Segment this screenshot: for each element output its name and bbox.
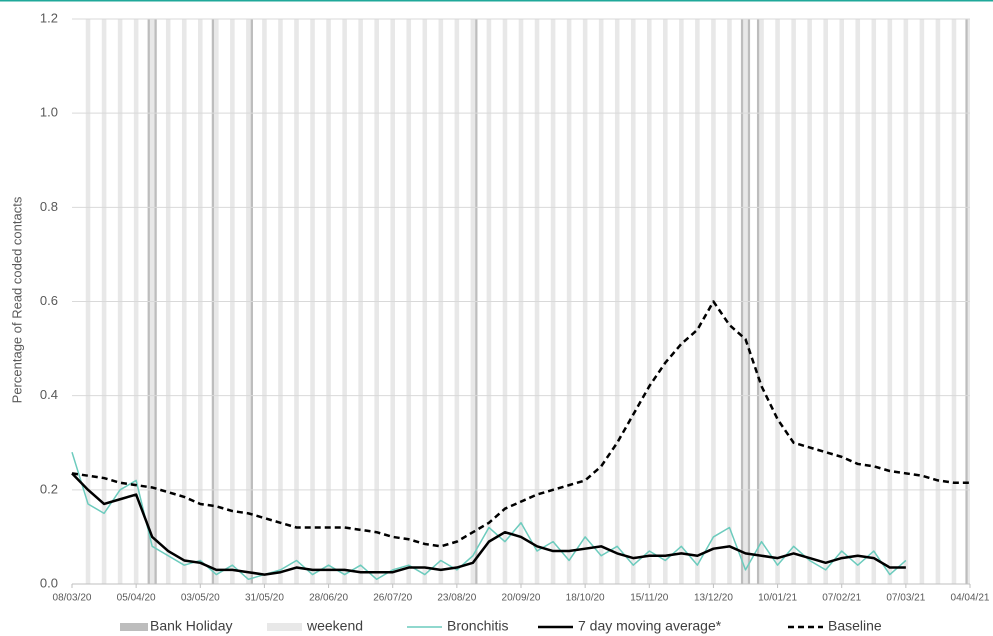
legend: Bank Holiday weekend Bronchitis 7 day movin… xyxy=(120,618,882,634)
x-tick-label: 23/08/20 xyxy=(437,593,476,604)
y-axis-label: Percentage of Read coded contacts xyxy=(9,196,24,403)
x-tick-label: 15/11/20 xyxy=(630,593,669,604)
y-tick-label: 0.8 xyxy=(40,199,58,214)
x-tick-label: 26/07/20 xyxy=(373,593,412,604)
legend-label: Bronchitis xyxy=(447,618,508,634)
x-tick-label: 07/02/21 xyxy=(822,593,861,604)
lines xyxy=(71,300,970,581)
x-tick-label: 03/05/20 xyxy=(181,593,220,604)
y-tick-label: 1.2 xyxy=(40,10,58,25)
y-tick-label: 0.0 xyxy=(40,575,58,590)
x-tick-label: 13/12/20 xyxy=(694,593,733,604)
x-tick-label: 08/03/20 xyxy=(53,593,92,604)
x-tick-label: 10/01/21 xyxy=(758,593,797,604)
legend-swatch xyxy=(267,623,302,631)
y-tick-label: 0.6 xyxy=(40,293,58,308)
series-line xyxy=(71,300,970,548)
labels: 0.0 0.2 0.4 0.6 0.8 1.0 1.2 08/03/20 05/04/20 03/… xyxy=(40,10,990,603)
x-tick-label: 20/09/20 xyxy=(502,593,541,604)
series-line xyxy=(71,472,906,576)
legend-label: Baseline xyxy=(828,618,882,634)
legend-label: Bank Holiday xyxy=(150,618,233,634)
x-tick-label: 07/03/21 xyxy=(886,593,925,604)
x-tick-label: 28/06/20 xyxy=(309,593,348,604)
x-tick-label: 31/05/20 xyxy=(245,593,284,604)
grid xyxy=(71,18,971,588)
series-line xyxy=(71,451,907,581)
legend-swatch xyxy=(120,623,148,631)
x-tick-label: 04/04/21 xyxy=(951,593,990,604)
x-tick-label: 18/10/20 xyxy=(566,593,605,604)
y-tick-label: 1.0 xyxy=(40,105,58,120)
legend-label: 7 day moving average* xyxy=(578,618,722,634)
y-tick-label: 0.2 xyxy=(40,481,58,496)
x-tick-label: 05/04/20 xyxy=(117,593,156,604)
legend-label: weekend xyxy=(306,618,363,634)
y-tick-label: 0.4 xyxy=(40,387,58,402)
